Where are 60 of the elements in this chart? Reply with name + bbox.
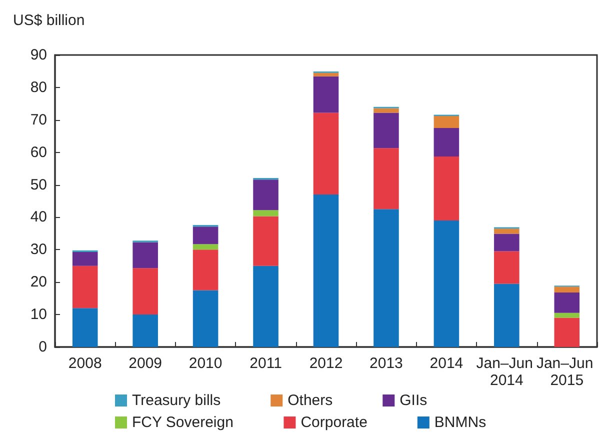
bar: [132, 314, 158, 347]
bar: [253, 216, 278, 266]
y-tick-label: 50: [30, 176, 47, 194]
legend-label: Corporate: [300, 414, 368, 431]
y-tick-label: 20: [30, 274, 47, 291]
bar: [253, 210, 278, 216]
bar: [554, 318, 580, 347]
bar: [313, 112, 339, 195]
bar: [253, 266, 278, 347]
x-tick-label: Jan–Jun 2015: [536, 355, 598, 389]
bar: [192, 290, 218, 347]
bar: [132, 268, 158, 315]
bar: [434, 220, 460, 347]
y-tick-label: 30: [30, 241, 47, 258]
x-tick-label: 2010: [188, 355, 222, 372]
bar: [72, 252, 98, 266]
bar: [434, 156, 460, 220]
bar: [374, 108, 399, 113]
bar: [434, 128, 460, 157]
bar: [72, 266, 98, 308]
legend-label: FCY Sovereign: [132, 414, 234, 431]
bar: [192, 250, 218, 290]
bar: [494, 228, 520, 234]
y-tick-label: 90: [30, 46, 47, 64]
bar: [494, 251, 520, 284]
bar: [253, 180, 278, 210]
bar: [313, 72, 339, 76]
y-tick-label: 60: [30, 144, 47, 161]
x-tick-label: 2013: [370, 355, 403, 372]
bar: [494, 284, 520, 347]
x-tick-label: Jan–Jun 2014: [476, 355, 538, 389]
y-tick-label: 10: [30, 306, 47, 324]
legend-label: Others: [288, 392, 333, 409]
y-axis-title: US$ billion: [13, 12, 85, 29]
bar: [374, 209, 399, 347]
bar: [494, 234, 520, 252]
legend-label: BNMNs: [434, 414, 486, 431]
legend-label: GIIs: [400, 392, 428, 409]
bar: [554, 286, 580, 292]
y-tick-label: 70: [30, 111, 47, 128]
bar: [72, 308, 98, 347]
bar: [374, 112, 399, 148]
bar: [374, 148, 399, 210]
bar: [132, 242, 158, 268]
bar: [554, 312, 580, 318]
bar: [313, 194, 339, 347]
y-tick-label: 80: [30, 78, 47, 96]
bar: [434, 116, 460, 128]
bar: [313, 76, 339, 113]
x-tick-label: 2014: [430, 355, 464, 372]
y-tick-label: 0: [38, 338, 47, 356]
x-tick-label: 2011: [250, 355, 282, 372]
x-tick-label: 2012: [309, 355, 343, 372]
bar: [554, 292, 580, 313]
x-tick-label: 2009: [128, 355, 162, 372]
bar: [192, 226, 218, 244]
bar: [192, 244, 218, 250]
legend-label: Treasury bills: [132, 392, 221, 409]
x-tick-label: 2008: [68, 355, 102, 372]
y-tick-label: 40: [30, 208, 47, 226]
